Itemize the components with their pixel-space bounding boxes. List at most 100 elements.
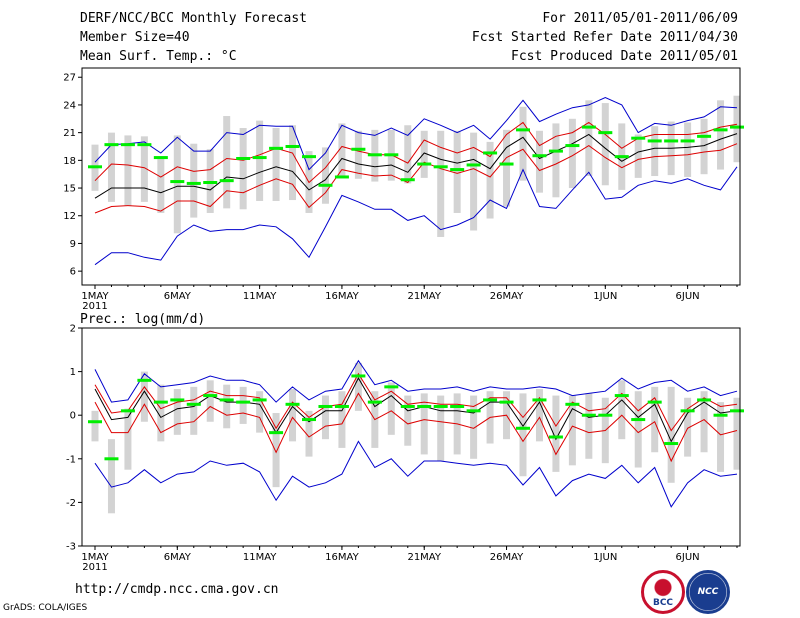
source-url[interactable]: http://cmdp.ncc.cma.gov.cn [75, 582, 279, 597]
temp-spread-box [124, 135, 132, 206]
prec-spread-box [420, 393, 428, 455]
prec-spread-box [733, 397, 741, 470]
temp-observed-mark [647, 139, 662, 143]
prec-x-tick-label: 21MAY [407, 552, 441, 563]
prec-spread-box [239, 386, 247, 424]
prec-spread-box [618, 380, 626, 440]
prec-observed-mark [516, 426, 530, 430]
bcc-logo-text: BCC [652, 598, 674, 608]
prec-spread-box [321, 395, 329, 440]
prec-x-tick-label: 6JUN [676, 552, 700, 563]
temp-spread-box [321, 147, 329, 204]
forecast-start-date: Fcst Started Refer Date 2011/04/30 [471, 30, 738, 45]
prec-observed-mark [548, 435, 563, 439]
prec-observed-mark [88, 420, 102, 424]
temp-spread-box [535, 130, 543, 193]
prec-observed-mark [170, 398, 185, 402]
temp-y-tick-label: 12 [63, 211, 76, 222]
prec-y-tick-label: 1 [70, 367, 76, 378]
temp-lower-spread-line [94, 143, 738, 214]
temp-spread-box [289, 125, 297, 201]
prec-observed-mark [499, 400, 514, 404]
prec-x-tick-label: 1MAY [81, 552, 109, 563]
temp-spread-box [684, 122, 692, 177]
temp-observed-mark [104, 143, 119, 147]
prec-spread-box [173, 389, 181, 435]
temp-x-tick-label: 6JUN [676, 291, 700, 302]
prec-spread-box [223, 384, 231, 429]
temp-observed-mark [450, 168, 465, 172]
prec-spread-box [289, 389, 297, 442]
temp-plot-frame [81, 67, 741, 286]
temp-observed-mark [730, 125, 744, 129]
temp-spread-box [470, 132, 478, 231]
prec-observed-mark [351, 374, 366, 378]
prec-spread-box [256, 391, 264, 433]
chart-title: DERF/NCC/BCC Monthly Forecast [80, 11, 307, 26]
prec-lower-envelope-line [94, 440, 738, 508]
temp-x-tick-label: 21MAY [407, 291, 441, 302]
prec-spread-box [634, 391, 642, 468]
prec-observed-mark [631, 418, 646, 422]
prec-spread-box [717, 402, 725, 472]
prec-observed-mark [285, 402, 300, 406]
prec-spread-box [305, 410, 313, 457]
prec-spread-box [651, 386, 659, 453]
temp-observed-mark [153, 156, 168, 160]
temp-spread-box [354, 130, 362, 179]
prec-spread-box [667, 386, 675, 483]
prec-observed-mark [104, 457, 119, 461]
prec-observed-mark [713, 413, 728, 417]
temp-observed-mark [581, 125, 596, 129]
prec-observed-mark [664, 442, 679, 446]
temp-observed-mark [417, 162, 432, 166]
prec-observed-mark [433, 404, 448, 408]
temp-observed-mark [203, 181, 218, 185]
temp-observed-mark [302, 155, 316, 159]
temp-spread-box [717, 100, 725, 170]
prec-spread-box [91, 410, 99, 442]
temp-spread-box [173, 135, 181, 234]
prec-observed-mark [203, 394, 218, 398]
temp-y-tick-label: 6 [70, 267, 76, 278]
prec-spread-box [700, 391, 708, 453]
temp-observed-mark [334, 175, 349, 179]
temp-observed-mark [120, 143, 135, 147]
temp-spread-box [223, 116, 231, 209]
temp-spread-box [272, 128, 280, 201]
prec-spread-box [684, 397, 692, 457]
prec-spread-box [552, 395, 560, 472]
temp-upper-envelope-line [94, 96, 738, 171]
temp-observed-mark [351, 147, 366, 151]
temp-observed-mark [565, 144, 580, 148]
temp-observed-mark [285, 144, 300, 148]
prec-observed-mark [384, 385, 399, 389]
prec-spread-box [387, 382, 395, 435]
temp-spread-box [700, 118, 708, 175]
temp-observed-mark [466, 163, 481, 167]
prec-observed-mark [318, 404, 333, 408]
prec-upper-envelope-line [94, 359, 738, 403]
prec-y-tick-label: -1 [66, 454, 76, 465]
prec-year-label: 2011 [82, 562, 107, 573]
prec-observed-mark [647, 400, 662, 404]
prec-spread-box [272, 413, 280, 488]
temp-observed-mark [680, 139, 695, 143]
prec-observed-mark [581, 413, 596, 417]
bcc-logo-icon: BCC [641, 570, 685, 614]
temp-observed-mark [269, 146, 284, 150]
temp-spread-box [503, 129, 511, 207]
prec-x-tick-label: 16MAY [325, 552, 359, 563]
prec-spread-box [107, 439, 115, 514]
temp-spread-box [585, 100, 593, 177]
prec-panel-title: Prec.: log(mm/d) [80, 312, 205, 327]
temp-observed-mark [433, 165, 448, 169]
temp-spread-box [552, 123, 560, 198]
temp-x-tick-label: 6MAY [164, 291, 192, 302]
prec-observed-mark [680, 409, 695, 413]
prec-x-tick-label: 6MAY [164, 552, 192, 563]
prec-observed-mark [236, 400, 251, 404]
prec-spread-box [124, 408, 132, 470]
temp-spread-box [420, 130, 428, 178]
